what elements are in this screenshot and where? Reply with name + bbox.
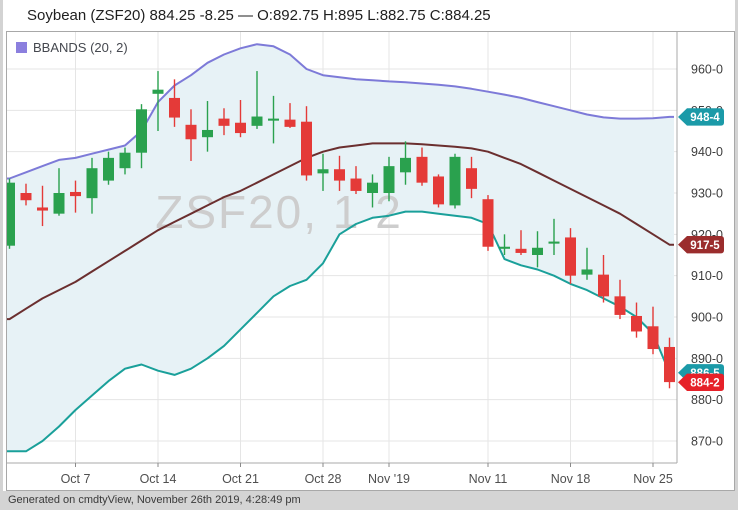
axes <box>7 32 678 467</box>
x-tick-label: Oct 21 <box>222 472 259 486</box>
bbands-middle-line <box>7 142 674 321</box>
candle-body-nov-15 <box>548 241 560 244</box>
candle-body-nov-22 <box>631 315 642 332</box>
candle-body-nov-4 <box>400 157 411 173</box>
candle-body-oct-25 <box>301 121 312 176</box>
candle-body-oct-23 <box>268 118 279 121</box>
x-tick-label: Nov '19 <box>368 472 410 486</box>
candle-body-oct-2 <box>20 192 32 201</box>
candle-body-oct-14 <box>152 89 164 94</box>
y-tick-label: 900-0 <box>691 310 723 324</box>
candle-body-oct-7 <box>70 191 81 197</box>
y-tick-label: 930-0 <box>691 186 723 200</box>
candle-body-nov-13 <box>515 248 527 253</box>
price-badge-label: 917-5 <box>690 240 720 252</box>
candle-body-oct-21 <box>235 122 246 134</box>
candle-body-nov-26 <box>664 346 675 383</box>
y-tick-label: 940-0 <box>691 145 723 159</box>
x-tick-label: Nov 18 <box>551 472 591 486</box>
candle-body-oct-11 <box>136 109 147 153</box>
candle-body-oct-29 <box>334 169 345 181</box>
candle-body-oct-10 <box>119 152 131 169</box>
candle-body-nov-12 <box>499 246 510 249</box>
candle-body-nov-11 <box>482 199 494 247</box>
candle-body-nov-18 <box>565 237 576 276</box>
candle-body-nov-7 <box>449 156 461 206</box>
bbands-label: BBANDS (20, 2) <box>33 40 128 55</box>
candle-body-nov-6 <box>433 176 444 205</box>
y-tick-label: 880-0 <box>691 393 723 407</box>
candle-body-oct-18 <box>218 118 230 126</box>
price-badge-884-2 <box>678 373 724 392</box>
x-axis-labels: Oct 7 Oct 14 Oct 21 Oct 28 Nov '19 Nov 11 Nov … <box>61 472 673 486</box>
candle-body-nov-1 <box>383 166 395 193</box>
candle-body-oct-1 <box>7 182 15 246</box>
price-badge-917-5 <box>678 235 724 254</box>
x-tick-label: Oct 7 <box>61 472 91 486</box>
generated-timestamp: Generated on cmdtyView, November 26th 20… <box>8 494 301 506</box>
candle-body-oct-16 <box>185 124 197 140</box>
bbands-fill <box>7 44 674 452</box>
candles <box>7 71 675 389</box>
y-tick-label: 870-0 <box>691 434 723 448</box>
candle-body-oct-31 <box>367 182 378 193</box>
candle-body-nov-20 <box>598 274 609 297</box>
candle-body-nov-21 <box>614 296 626 315</box>
candle-body-oct-8 <box>86 168 98 199</box>
legend-bbands[interactable]: BBANDS (20, 2) <box>16 40 128 55</box>
candle-body-oct-24 <box>284 119 296 127</box>
candle-body-nov-5 <box>416 156 428 183</box>
x-tick-label: Oct 28 <box>305 472 342 486</box>
chart-card: Soybean (ZSF20) 884.25 -8.25 — O:892.75 … <box>3 0 735 491</box>
chart-title: Soybean (ZSF20) 884.25 -8.25 — O:892.75 … <box>27 7 491 24</box>
candle-body-nov-8 <box>466 168 477 189</box>
y-tick-label: 910-0 <box>691 269 723 283</box>
candle-body-nov-14 <box>532 247 543 255</box>
bbands-upper-line <box>7 43 674 180</box>
candle-body-oct-4 <box>53 192 65 214</box>
footer-bar: Generated on cmdtyView, November 26th 20… <box>0 491 738 510</box>
y-tick-label: 960-0 <box>691 63 723 77</box>
x-tick-label: Nov 11 <box>469 472 508 486</box>
price-badge-948-4 <box>678 108 724 126</box>
price-badge-label: 884-2 <box>690 378 719 390</box>
candle-body-nov-19 <box>581 269 593 275</box>
candle-body-oct-17 <box>202 129 213 138</box>
x-tick-label: Oct 14 <box>140 472 177 486</box>
candle-body-oct-15 <box>169 97 180 118</box>
bbands-swatch-icon <box>16 42 27 53</box>
chart-box: BBANDS (20, 2) ZSF20, 1 2 Oct 7 Oct 14 Oct … <box>6 31 735 491</box>
candle-body-oct-30 <box>350 178 362 191</box>
candle-body-oct-28 <box>317 169 329 174</box>
candle-body-oct-9 <box>103 157 114 181</box>
price-badge-label: 948-4 <box>690 112 720 124</box>
y-tick-label: 890-0 <box>691 352 723 366</box>
candle-body-oct-3 <box>37 207 48 211</box>
candle-body-nov-25 <box>647 326 659 350</box>
candle-body-oct-22 <box>251 116 263 126</box>
y-axis-labels: 960-0950-0940-0930-0920-0910-0900-0890-0… <box>691 63 723 449</box>
x-tick-label: Nov 25 <box>633 472 673 486</box>
